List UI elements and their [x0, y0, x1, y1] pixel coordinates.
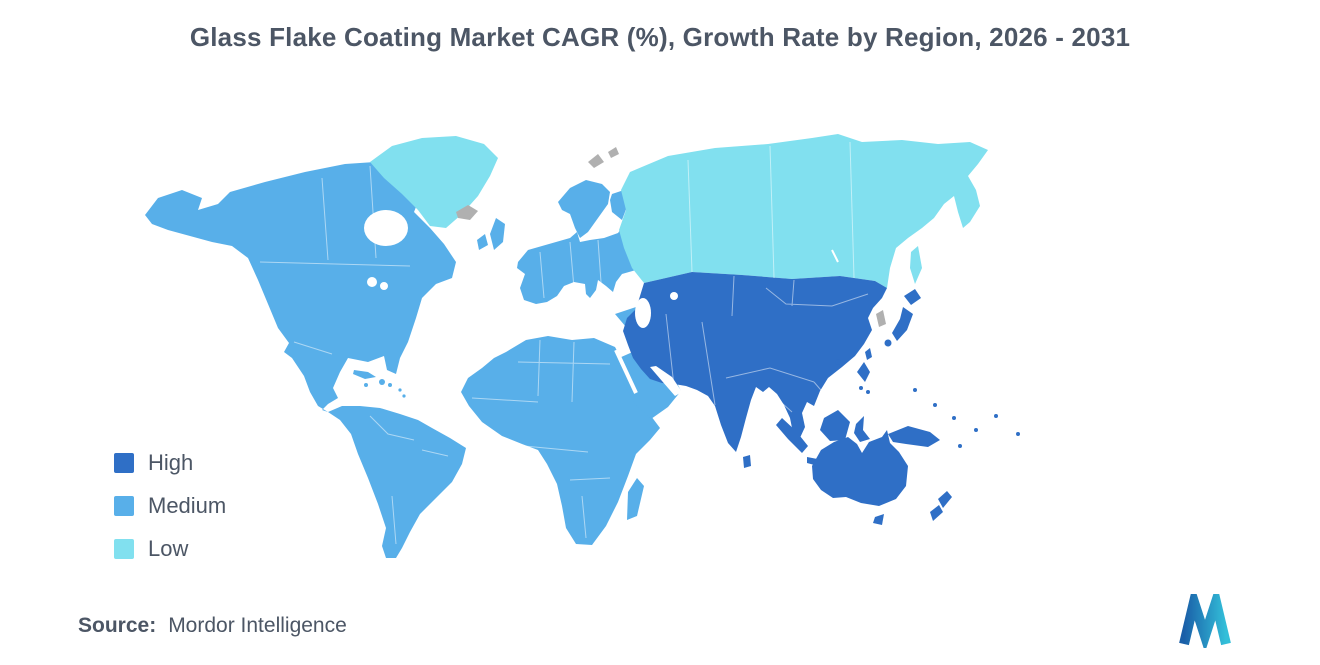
world-map — [145, 134, 1020, 558]
source-line: Source: Mordor Intelligence — [78, 614, 347, 638]
region-asia-pacific — [623, 272, 1020, 525]
legend-swatch-low — [114, 539, 134, 559]
region-russia — [619, 134, 988, 288]
red-sea — [614, 349, 638, 394]
legend-item-high: High — [114, 450, 226, 476]
inland-water — [364, 210, 682, 396]
legend-item-medium: Medium — [114, 493, 226, 519]
chart-title: Glass Flake Coating Market CAGR (%), Gro… — [189, 22, 1131, 52]
legend: High Medium Low — [114, 450, 226, 579]
legend-swatch-medium — [114, 496, 134, 516]
region-africa — [461, 336, 660, 545]
legend-item-low: Low — [114, 536, 226, 562]
region-no-data — [456, 147, 886, 327]
legend-label-medium: Medium — [148, 493, 227, 518]
lake-baikal — [831, 249, 839, 263]
legend-swatch-high — [114, 453, 134, 473]
country-borders — [259, 141, 869, 545]
mordor-intelligence-logo — [1179, 594, 1231, 648]
region-south-america — [328, 406, 466, 558]
source-label: Source: — [78, 614, 157, 637]
logo-m-glyph — [1179, 594, 1231, 648]
region-europe — [477, 180, 643, 304]
source-value: Mordor Intelligence — [168, 614, 347, 637]
region-greenland — [370, 136, 498, 228]
legend-label-high: High — [148, 450, 194, 475]
legend-label-low: Low — [148, 536, 189, 561]
